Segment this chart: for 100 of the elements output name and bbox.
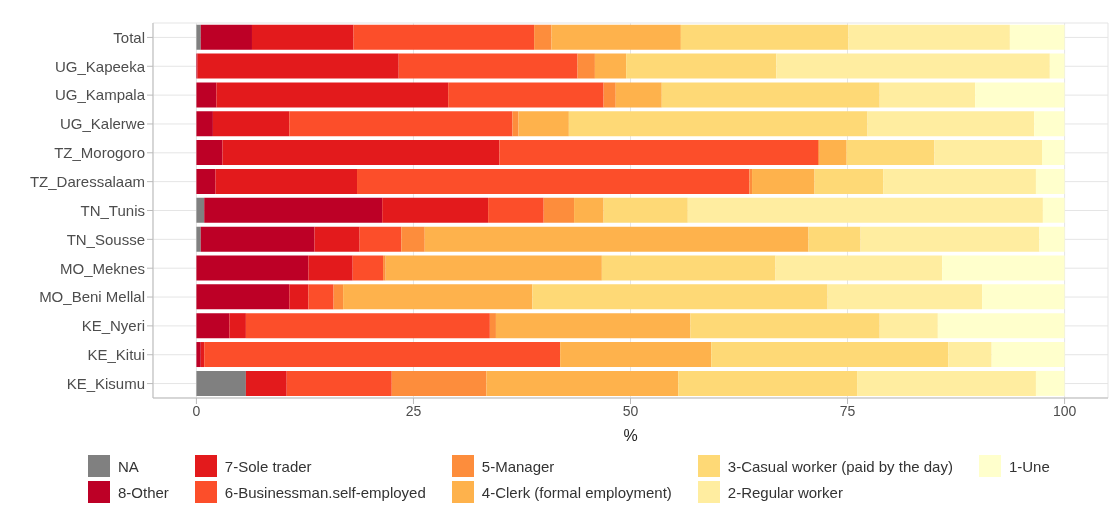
bar	[196, 111, 213, 137]
bar	[808, 226, 861, 252]
bar	[222, 140, 500, 166]
bar	[814, 168, 884, 194]
bar	[352, 255, 384, 281]
x-tick-label: 0	[192, 402, 201, 419]
bar	[568, 111, 868, 137]
bar	[196, 313, 230, 339]
bar	[512, 111, 519, 137]
x-tick-label: 25	[405, 402, 422, 419]
bar	[518, 111, 569, 137]
bar	[200, 24, 252, 50]
bar	[1035, 168, 1065, 194]
bar	[196, 342, 201, 368]
bar	[216, 82, 449, 108]
bar	[196, 197, 205, 223]
legend-label: 7-Sole trader	[224, 457, 312, 475]
bar	[860, 226, 1040, 252]
bar	[286, 370, 392, 396]
y-tick-label: KE_Kisumu	[66, 374, 145, 392]
bar	[383, 255, 386, 281]
bar	[711, 342, 949, 368]
bar	[359, 226, 402, 252]
bar	[827, 284, 983, 310]
bar	[690, 313, 880, 339]
bar	[196, 255, 309, 281]
bar	[204, 342, 561, 368]
bar	[1034, 111, 1065, 137]
y-tick-label: UG_Kampala	[54, 86, 146, 104]
bar	[448, 82, 604, 108]
y-tick-label: Total	[113, 28, 145, 46]
y-tick-label: TZ_Morogoro	[54, 144, 145, 162]
bar	[1042, 140, 1065, 166]
bar	[678, 370, 858, 396]
bar	[398, 53, 578, 79]
y-tick-label: KE_Nyeri	[81, 317, 145, 335]
x-axis-title: %	[623, 427, 638, 444]
bar	[846, 140, 935, 166]
bar	[551, 24, 681, 50]
bar	[615, 82, 662, 108]
legend-label: 3-Casual worker (paid by the day)	[727, 457, 953, 475]
bar	[196, 370, 246, 396]
bar	[603, 197, 688, 223]
bar	[574, 197, 604, 223]
bar	[819, 140, 847, 166]
bar	[975, 82, 1065, 108]
bar	[489, 313, 496, 339]
bar	[196, 24, 201, 50]
bar	[245, 370, 287, 396]
y-tick-label: TN_Tunis	[80, 201, 145, 219]
legend-label: 1-Une	[1008, 457, 1050, 475]
bar	[424, 226, 809, 252]
bar	[245, 313, 490, 339]
bar	[499, 140, 819, 166]
x-tick-label: 100	[1052, 402, 1077, 419]
legend-label: NA	[118, 457, 139, 475]
bar	[560, 342, 712, 368]
bar	[937, 313, 1065, 339]
bar	[594, 53, 627, 79]
y-tick-label: MO_Meknes	[59, 259, 145, 277]
bar	[879, 313, 938, 339]
legend-label: 2-Regular worker	[727, 483, 843, 501]
bar	[680, 24, 849, 50]
y-tick-label: TZ_Daressalaam	[29, 172, 145, 190]
bar	[196, 140, 223, 166]
bar	[749, 168, 753, 194]
bar	[204, 197, 383, 223]
bar	[1009, 24, 1065, 50]
x-tick-label: 75	[839, 402, 856, 419]
bar	[495, 313, 691, 339]
bar	[942, 255, 1065, 281]
bar	[534, 24, 552, 50]
y-tick-label: UG_Kapeeka	[54, 57, 146, 75]
bar	[883, 168, 1036, 194]
bar	[603, 82, 616, 108]
bar	[948, 342, 992, 368]
bar	[879, 82, 976, 108]
bar	[197, 53, 399, 79]
bar	[1039, 226, 1065, 252]
bar	[687, 197, 1043, 223]
bar	[543, 197, 575, 223]
bar	[196, 82, 217, 108]
bar	[867, 111, 1035, 137]
bar	[1042, 197, 1065, 223]
bar	[401, 226, 425, 252]
bar	[357, 168, 750, 194]
bar	[308, 284, 334, 310]
bar	[251, 24, 354, 50]
bar	[391, 370, 487, 396]
bar	[488, 197, 544, 223]
bar	[532, 284, 828, 310]
bar	[215, 168, 358, 194]
bar	[333, 284, 344, 310]
y-tick-label: TN_Sousse	[66, 230, 145, 248]
bar	[212, 111, 290, 137]
bar	[991, 342, 1065, 368]
bar	[848, 24, 1010, 50]
bar	[353, 24, 535, 50]
bar	[200, 226, 315, 252]
bar	[382, 197, 489, 223]
